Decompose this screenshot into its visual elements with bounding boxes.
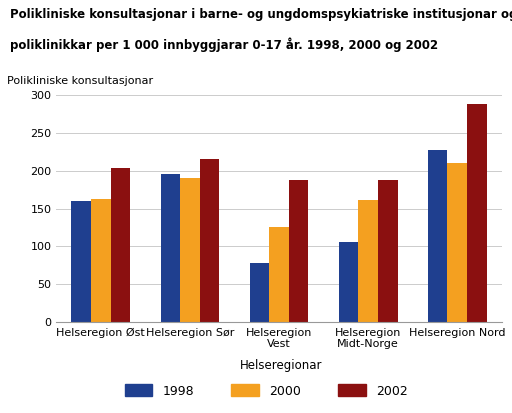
Bar — [72, 201, 91, 322]
Bar — [428, 150, 447, 322]
Bar — [180, 178, 200, 322]
Bar — [111, 168, 130, 322]
Bar — [161, 174, 180, 322]
Bar — [447, 163, 467, 322]
Text: Polikliniske konsultasjonar i barne- og ungdomspsykiatriske institusjonar og: Polikliniske konsultasjonar i barne- og … — [10, 8, 512, 21]
Bar — [378, 180, 397, 322]
Bar — [358, 200, 378, 322]
Bar — [289, 180, 308, 322]
Bar — [339, 242, 358, 322]
Legend: 1998, 2000, 2002: 1998, 2000, 2002 — [120, 380, 413, 403]
Text: Polikliniske konsultasjonar: Polikliniske konsultasjonar — [7, 76, 154, 86]
Text: Helseregionar: Helseregionar — [240, 359, 323, 372]
Bar — [269, 228, 289, 322]
Bar — [250, 263, 269, 322]
Bar — [200, 159, 219, 322]
Bar — [91, 199, 111, 322]
Bar — [467, 104, 486, 322]
Text: poliklinikkar per 1 000 innbyggjarar 0-17 år. 1998, 2000 og 2002: poliklinikkar per 1 000 innbyggjarar 0-1… — [10, 37, 438, 52]
